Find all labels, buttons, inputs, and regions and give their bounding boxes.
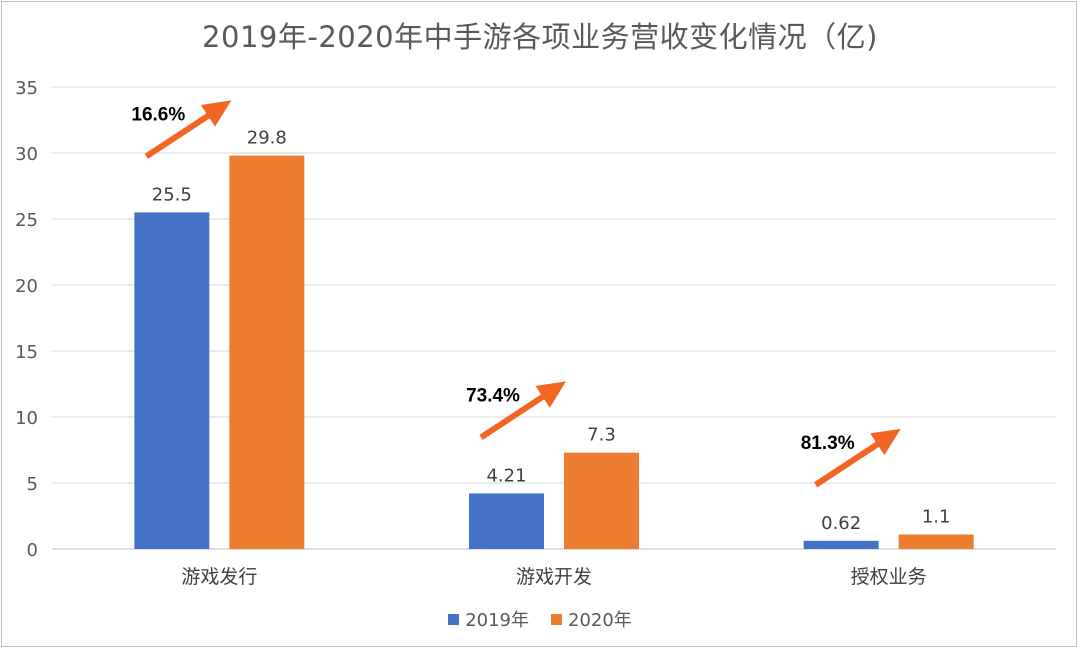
- legend: 2019年 2020年: [0, 606, 1080, 632]
- growth-percent-label: 73.4%: [466, 385, 520, 406]
- bar: [469, 493, 544, 549]
- bar: [564, 452, 639, 549]
- legend-item-2019: 2019年: [448, 606, 529, 632]
- legend-swatch-2020: [551, 613, 562, 625]
- data-label: 25.5: [152, 184, 192, 205]
- data-labels: 25.5 29.8 4.21 7.3 0.62 1.1: [152, 128, 951, 534]
- legend-label-2019: 2019年: [465, 610, 529, 631]
- bar: [134, 212, 210, 549]
- data-label: 29.8: [247, 128, 287, 149]
- chart-title: 2019年-2020年中手游各项业务营收变化情况（亿): [202, 20, 878, 54]
- growth-percent-label: 81.3%: [801, 433, 855, 454]
- y-tick-label: 20: [15, 276, 38, 297]
- gridlines: [52, 86, 1056, 550]
- legend-swatch-2019: [448, 613, 460, 625]
- bars: [134, 155, 974, 549]
- y-tick-label: 35: [15, 78, 38, 99]
- legend-item-2020: 2020年: [551, 606, 632, 632]
- y-tick-label: 15: [15, 342, 38, 363]
- x-tick-label: 游戏开发: [516, 566, 592, 588]
- data-label: 0.62: [821, 513, 861, 534]
- bar: [803, 540, 879, 549]
- bar: [898, 534, 974, 549]
- growth-arrow-icon: [814, 428, 901, 488]
- x-axis-ticks: 游戏发行 游戏开发 授权业务: [181, 566, 926, 588]
- bar: [229, 155, 305, 549]
- y-axis-ticks: 0 5 10 15 20 25 30 35: [15, 78, 38, 561]
- data-label: 7.3: [587, 425, 616, 446]
- x-tick-label: 授权业务: [851, 566, 927, 588]
- growth-arrows: 16.6% 73.4% 81.3%: [131, 100, 901, 488]
- growth-arrow-icon: [479, 381, 566, 440]
- legend-label-2020: 2020年: [568, 610, 632, 631]
- y-tick-label: 10: [15, 408, 38, 429]
- x-tick-label: 游戏发行: [181, 566, 257, 588]
- data-label: 1.1: [922, 506, 951, 527]
- y-tick-label: 5: [27, 474, 38, 495]
- growth-percent-label: 16.6%: [131, 104, 185, 125]
- growth-arrow-icon: [144, 100, 232, 159]
- y-tick-label: 0: [27, 540, 38, 561]
- y-tick-label: 30: [15, 144, 38, 165]
- y-tick-label: 25: [15, 210, 38, 231]
- data-label: 4.21: [486, 465, 526, 486]
